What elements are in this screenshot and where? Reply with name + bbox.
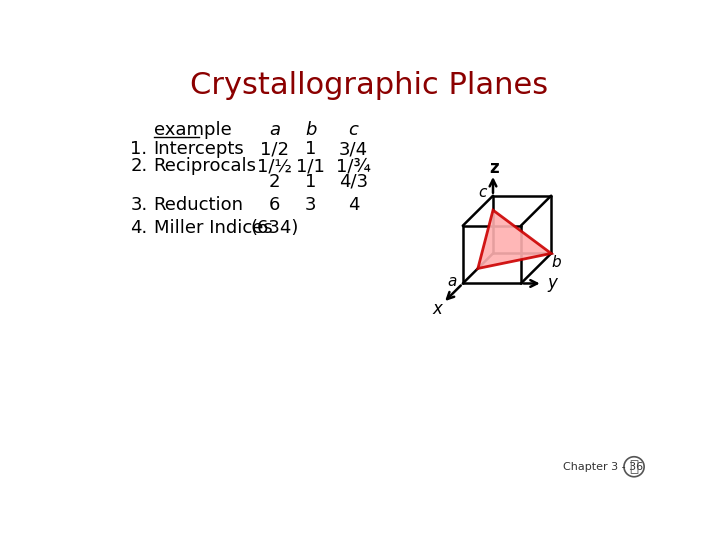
Text: b: b	[305, 122, 317, 139]
Text: c: c	[478, 185, 486, 200]
Text: 2: 2	[269, 173, 280, 191]
Text: 1: 1	[305, 140, 317, 159]
Text: 4: 4	[348, 196, 359, 214]
Text: b: b	[551, 255, 561, 270]
Text: 6: 6	[269, 196, 280, 214]
Text: 3: 3	[305, 196, 317, 214]
Text: y: y	[547, 274, 557, 293]
Text: 1: 1	[305, 173, 317, 191]
Text: a: a	[269, 122, 280, 139]
Text: Reciprocals: Reciprocals	[153, 158, 256, 176]
Text: 2.: 2.	[130, 158, 148, 176]
Text: (634): (634)	[251, 219, 299, 237]
Text: a: a	[447, 274, 456, 289]
Text: c: c	[348, 122, 359, 139]
Text: 1/¾: 1/¾	[336, 158, 371, 176]
Text: 3/4: 3/4	[339, 140, 368, 159]
Text: 1/1: 1/1	[297, 158, 325, 176]
Polygon shape	[478, 210, 551, 268]
Text: 4/3: 4/3	[339, 173, 368, 191]
Text: z: z	[490, 159, 500, 177]
Text: Reduction: Reduction	[153, 196, 243, 214]
Text: 1.: 1.	[130, 140, 148, 159]
Text: 3.: 3.	[130, 196, 148, 214]
Text: 4.: 4.	[130, 219, 148, 237]
Text: Ⓦ: Ⓦ	[629, 459, 639, 474]
Text: Miller Indices: Miller Indices	[153, 219, 272, 237]
Text: 1/½: 1/½	[257, 158, 292, 176]
Text: Intercepts: Intercepts	[153, 140, 244, 159]
Text: 1/2: 1/2	[260, 140, 289, 159]
Text: example: example	[153, 122, 231, 139]
Text: Chapter 3 - 36: Chapter 3 - 36	[563, 462, 643, 472]
Text: x: x	[432, 300, 442, 318]
Text: Crystallographic Planes: Crystallographic Planes	[190, 71, 548, 100]
